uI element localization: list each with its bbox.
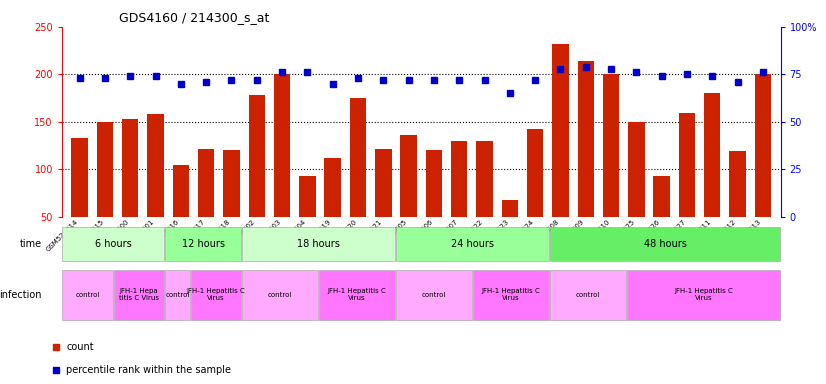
Bar bbox=[679, 113, 695, 217]
Bar bbox=[553, 44, 568, 217]
Bar bbox=[249, 95, 265, 217]
Bar bbox=[550, 270, 626, 319]
Bar bbox=[299, 176, 316, 217]
Bar bbox=[173, 165, 189, 217]
Text: control: control bbox=[576, 292, 601, 298]
Text: control: control bbox=[75, 292, 100, 298]
Bar bbox=[349, 98, 366, 217]
Bar bbox=[477, 141, 493, 217]
Text: control: control bbox=[165, 292, 190, 298]
Bar bbox=[451, 141, 468, 217]
Text: control: control bbox=[422, 292, 446, 298]
Bar bbox=[198, 149, 215, 217]
Bar bbox=[325, 158, 341, 217]
Bar bbox=[704, 93, 720, 217]
Bar bbox=[274, 74, 290, 217]
Bar bbox=[375, 149, 392, 217]
Bar bbox=[425, 151, 442, 217]
Bar bbox=[396, 270, 472, 319]
Bar bbox=[401, 135, 417, 217]
Bar bbox=[501, 200, 518, 217]
Bar bbox=[627, 270, 780, 319]
Bar bbox=[473, 270, 549, 319]
Text: JFH-1 Hepatitis C
Virus: JFH-1 Hepatitis C Virus bbox=[674, 288, 733, 301]
Bar bbox=[755, 74, 771, 217]
Text: percentile rank within the sample: percentile rank within the sample bbox=[66, 365, 231, 375]
Bar bbox=[71, 138, 88, 217]
Bar bbox=[527, 129, 544, 217]
Text: 24 hours: 24 hours bbox=[451, 239, 494, 249]
Bar bbox=[165, 227, 241, 261]
Text: JFH-1 Hepatitis C
Virus: JFH-1 Hepatitis C Virus bbox=[187, 288, 245, 301]
Bar bbox=[319, 270, 395, 319]
Bar bbox=[653, 176, 670, 217]
Bar bbox=[114, 270, 164, 319]
Bar bbox=[577, 61, 594, 217]
Bar bbox=[628, 122, 644, 217]
Bar bbox=[603, 74, 620, 217]
Text: 18 hours: 18 hours bbox=[297, 239, 340, 249]
Bar bbox=[165, 270, 190, 319]
Bar bbox=[550, 227, 780, 261]
Bar bbox=[122, 119, 139, 217]
Text: JFH-1 Hepatitis C
Virus: JFH-1 Hepatitis C Virus bbox=[482, 288, 540, 301]
Bar bbox=[147, 114, 164, 217]
Bar bbox=[242, 227, 395, 261]
Bar bbox=[63, 270, 113, 319]
Bar bbox=[223, 151, 240, 217]
Text: infection: infection bbox=[0, 290, 41, 300]
Text: GDS4160 / 214300_s_at: GDS4160 / 214300_s_at bbox=[120, 11, 270, 24]
Bar bbox=[242, 270, 318, 319]
Bar bbox=[396, 227, 549, 261]
Text: JFH-1 Hepatitis C
Virus: JFH-1 Hepatitis C Virus bbox=[328, 288, 387, 301]
Text: time: time bbox=[19, 239, 41, 249]
Bar bbox=[97, 122, 113, 217]
Text: 6 hours: 6 hours bbox=[95, 239, 131, 249]
Text: JFH-1 Hepa
titis C Virus: JFH-1 Hepa titis C Virus bbox=[119, 288, 159, 301]
Text: 12 hours: 12 hours bbox=[182, 239, 225, 249]
Bar bbox=[63, 227, 164, 261]
Bar bbox=[729, 151, 746, 217]
Bar bbox=[191, 270, 241, 319]
Text: control: control bbox=[268, 292, 292, 298]
Text: count: count bbox=[66, 342, 93, 352]
Text: 48 hours: 48 hours bbox=[643, 239, 686, 249]
